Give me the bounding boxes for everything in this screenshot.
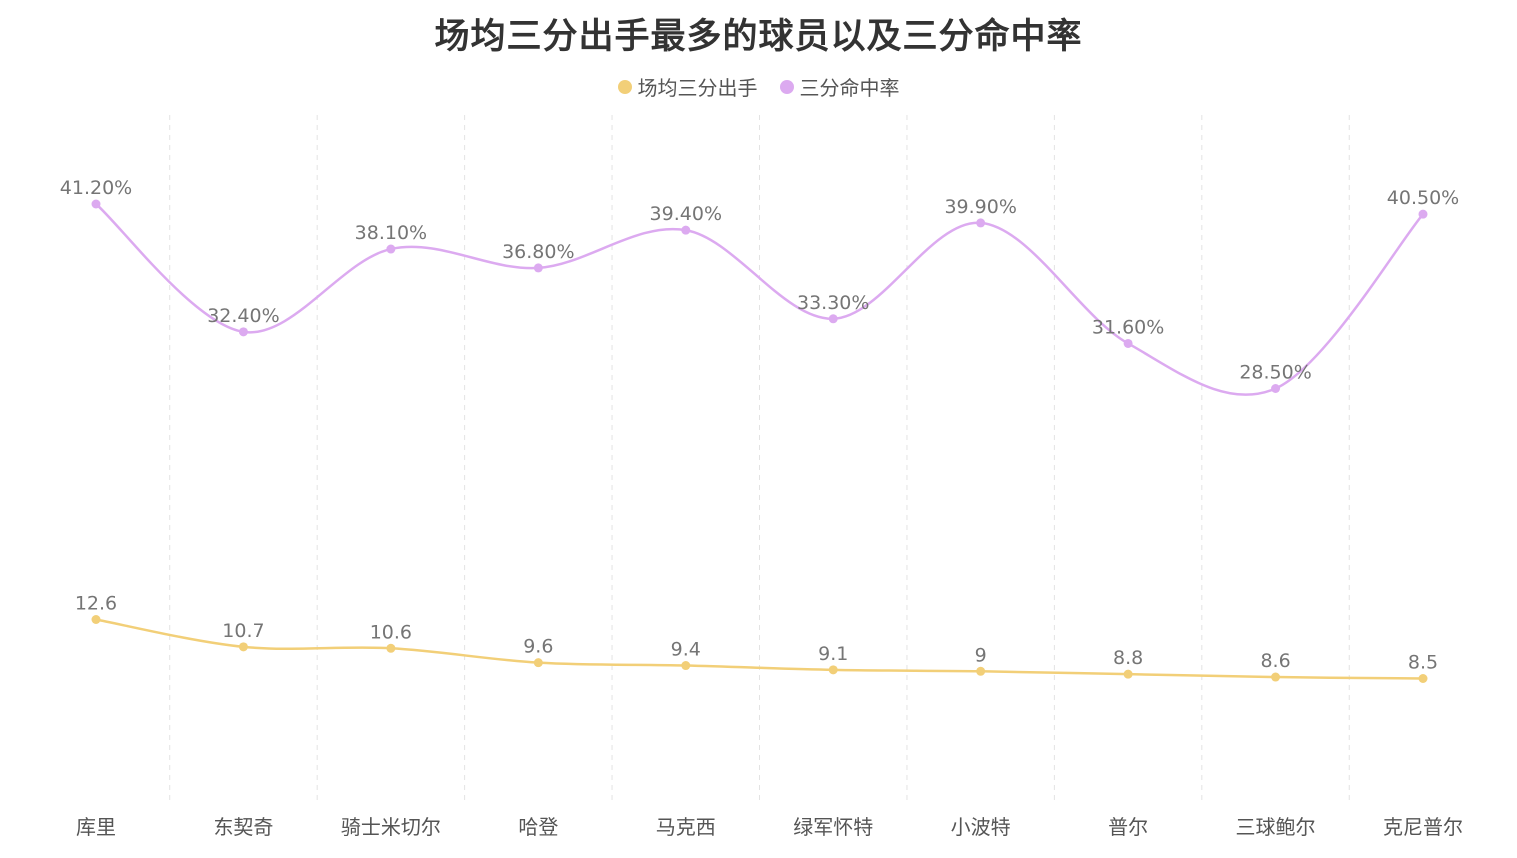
data-label-percentage: 41.20%: [60, 177, 132, 199]
data-point-percentage[interactable]: [238, 327, 248, 337]
data-label-attempts: 9: [975, 644, 987, 666]
x-tick-label: 骑士米切尔: [341, 815, 441, 839]
data-point-attempts[interactable]: [1418, 674, 1428, 683]
legend-label-percentage: 三分命中率: [799, 76, 900, 100]
x-tick-label: 普尔: [1108, 815, 1148, 839]
data-label-percentage: 39.40%: [650, 203, 722, 225]
data-point-attempts[interactable]: [1271, 672, 1281, 682]
data-point-percentage[interactable]: [681, 225, 691, 235]
data-point-attempts[interactable]: [238, 642, 248, 652]
data-point-attempts[interactable]: [976, 666, 986, 676]
data-label-percentage: 33.30%: [797, 292, 869, 314]
chart-title: 场均三分出手最多的球员以及三分命中率: [434, 17, 1083, 57]
label-layer: 12.6 10.7 10.6 9.6 9.4 9.1 9 8.8 8.6 8.5 41.20% 32.…: [60, 177, 1459, 674]
data-point-attempts[interactable]: [1123, 669, 1133, 679]
x-tick-label: 小波特: [951, 815, 1011, 839]
data-point-percentage[interactable]: [1418, 209, 1428, 219]
data-point-percentage[interactable]: [828, 314, 838, 324]
legend-item-attempts[interactable]: 场均三分出手: [617, 72, 758, 101]
series-line-percentage: [95, 203, 1424, 396]
data-label-percentage: 28.50%: [1239, 362, 1311, 384]
data-label-attempts: 8.8: [1113, 647, 1143, 669]
data-label-percentage: 36.80%: [502, 241, 574, 263]
series-line-attempts: [95, 618, 1424, 680]
x-tick-label: 库里: [76, 815, 116, 839]
data-point-attempts[interactable]: [91, 615, 101, 624]
grid-layer: [169, 115, 1350, 800]
data-label-attempts: 10.6: [370, 621, 412, 643]
legend-item-percentage[interactable]: 三分命中率: [779, 72, 900, 101]
legend-marker-percentage: [779, 79, 794, 94]
series-layer: [91, 199, 1428, 683]
x-tick-label: 三球鲍尔: [1236, 815, 1316, 839]
x-tick-label: 绿军怀特: [793, 815, 873, 839]
data-label-percentage: 38.10%: [355, 222, 427, 244]
x-tick-label: 东契奇: [213, 815, 273, 839]
data-point-percentage[interactable]: [533, 263, 543, 273]
data-label-attempts: 10.7: [222, 620, 264, 642]
data-point-percentage[interactable]: [1123, 338, 1133, 348]
legend: 场均三分出手 三分命中率: [0, 72, 1517, 101]
x-tick-label: 马克西: [656, 815, 716, 839]
legend-label-attempts: 场均三分出手: [637, 76, 758, 100]
data-point-attempts[interactable]: [386, 643, 396, 653]
data-label-percentage: 31.60%: [1092, 316, 1164, 338]
legend-marker-attempts: [617, 79, 632, 94]
data-label-attempts: 9.6: [523, 636, 553, 658]
data-point-percentage[interactable]: [1271, 384, 1281, 393]
data-point-percentage[interactable]: [91, 199, 101, 209]
data-point-attempts[interactable]: [533, 658, 543, 668]
x-axis: 库里 东契奇 骑士米切尔 哈登 马克西 绿军怀特 小波特 普尔 三球鲍尔 克尼普尔: [76, 815, 1463, 839]
data-label-attempts: 8.5: [1408, 652, 1438, 674]
data-label-attempts: 9.4: [671, 639, 701, 661]
data-label-percentage: 32.40%: [207, 305, 279, 327]
data-point-percentage[interactable]: [976, 218, 986, 228]
x-tick-label: 克尼普尔: [1383, 815, 1463, 839]
data-label-attempts: 8.6: [1260, 650, 1290, 672]
data-point-attempts[interactable]: [828, 665, 838, 675]
data-label-percentage: 40.50%: [1387, 187, 1459, 209]
data-label-attempts: 12.6: [75, 593, 117, 615]
data-point-percentage[interactable]: [386, 244, 396, 254]
data-point-attempts[interactable]: [681, 661, 691, 671]
x-tick-label: 哈登: [518, 815, 558, 839]
data-label-percentage: 39.90%: [944, 196, 1016, 218]
data-label-attempts: 9.1: [818, 643, 848, 665]
